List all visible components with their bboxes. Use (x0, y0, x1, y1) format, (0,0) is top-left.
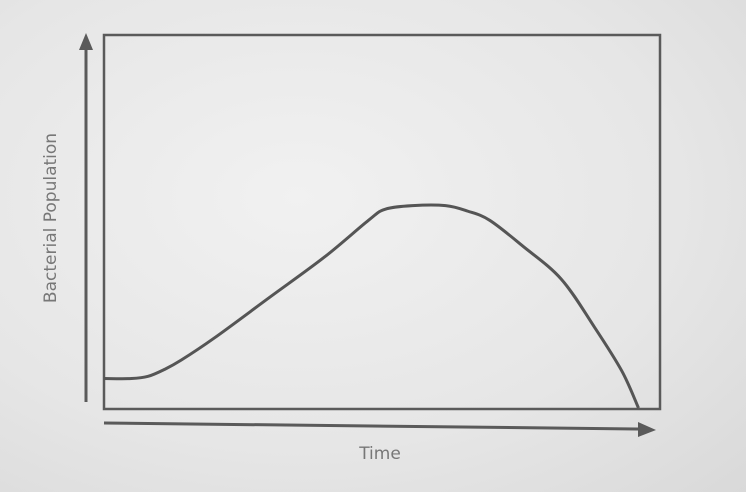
y-axis-arrowhead (79, 33, 93, 50)
plot-frame (102, 33, 662, 411)
x-axis-arrow-line (103, 421, 641, 431)
x-axis-arrowhead (638, 422, 656, 437)
y-axis-label: Bacterial Population (41, 133, 61, 303)
growth-curve-line (103, 203, 640, 409)
x-axis-label: Time (358, 444, 401, 464)
